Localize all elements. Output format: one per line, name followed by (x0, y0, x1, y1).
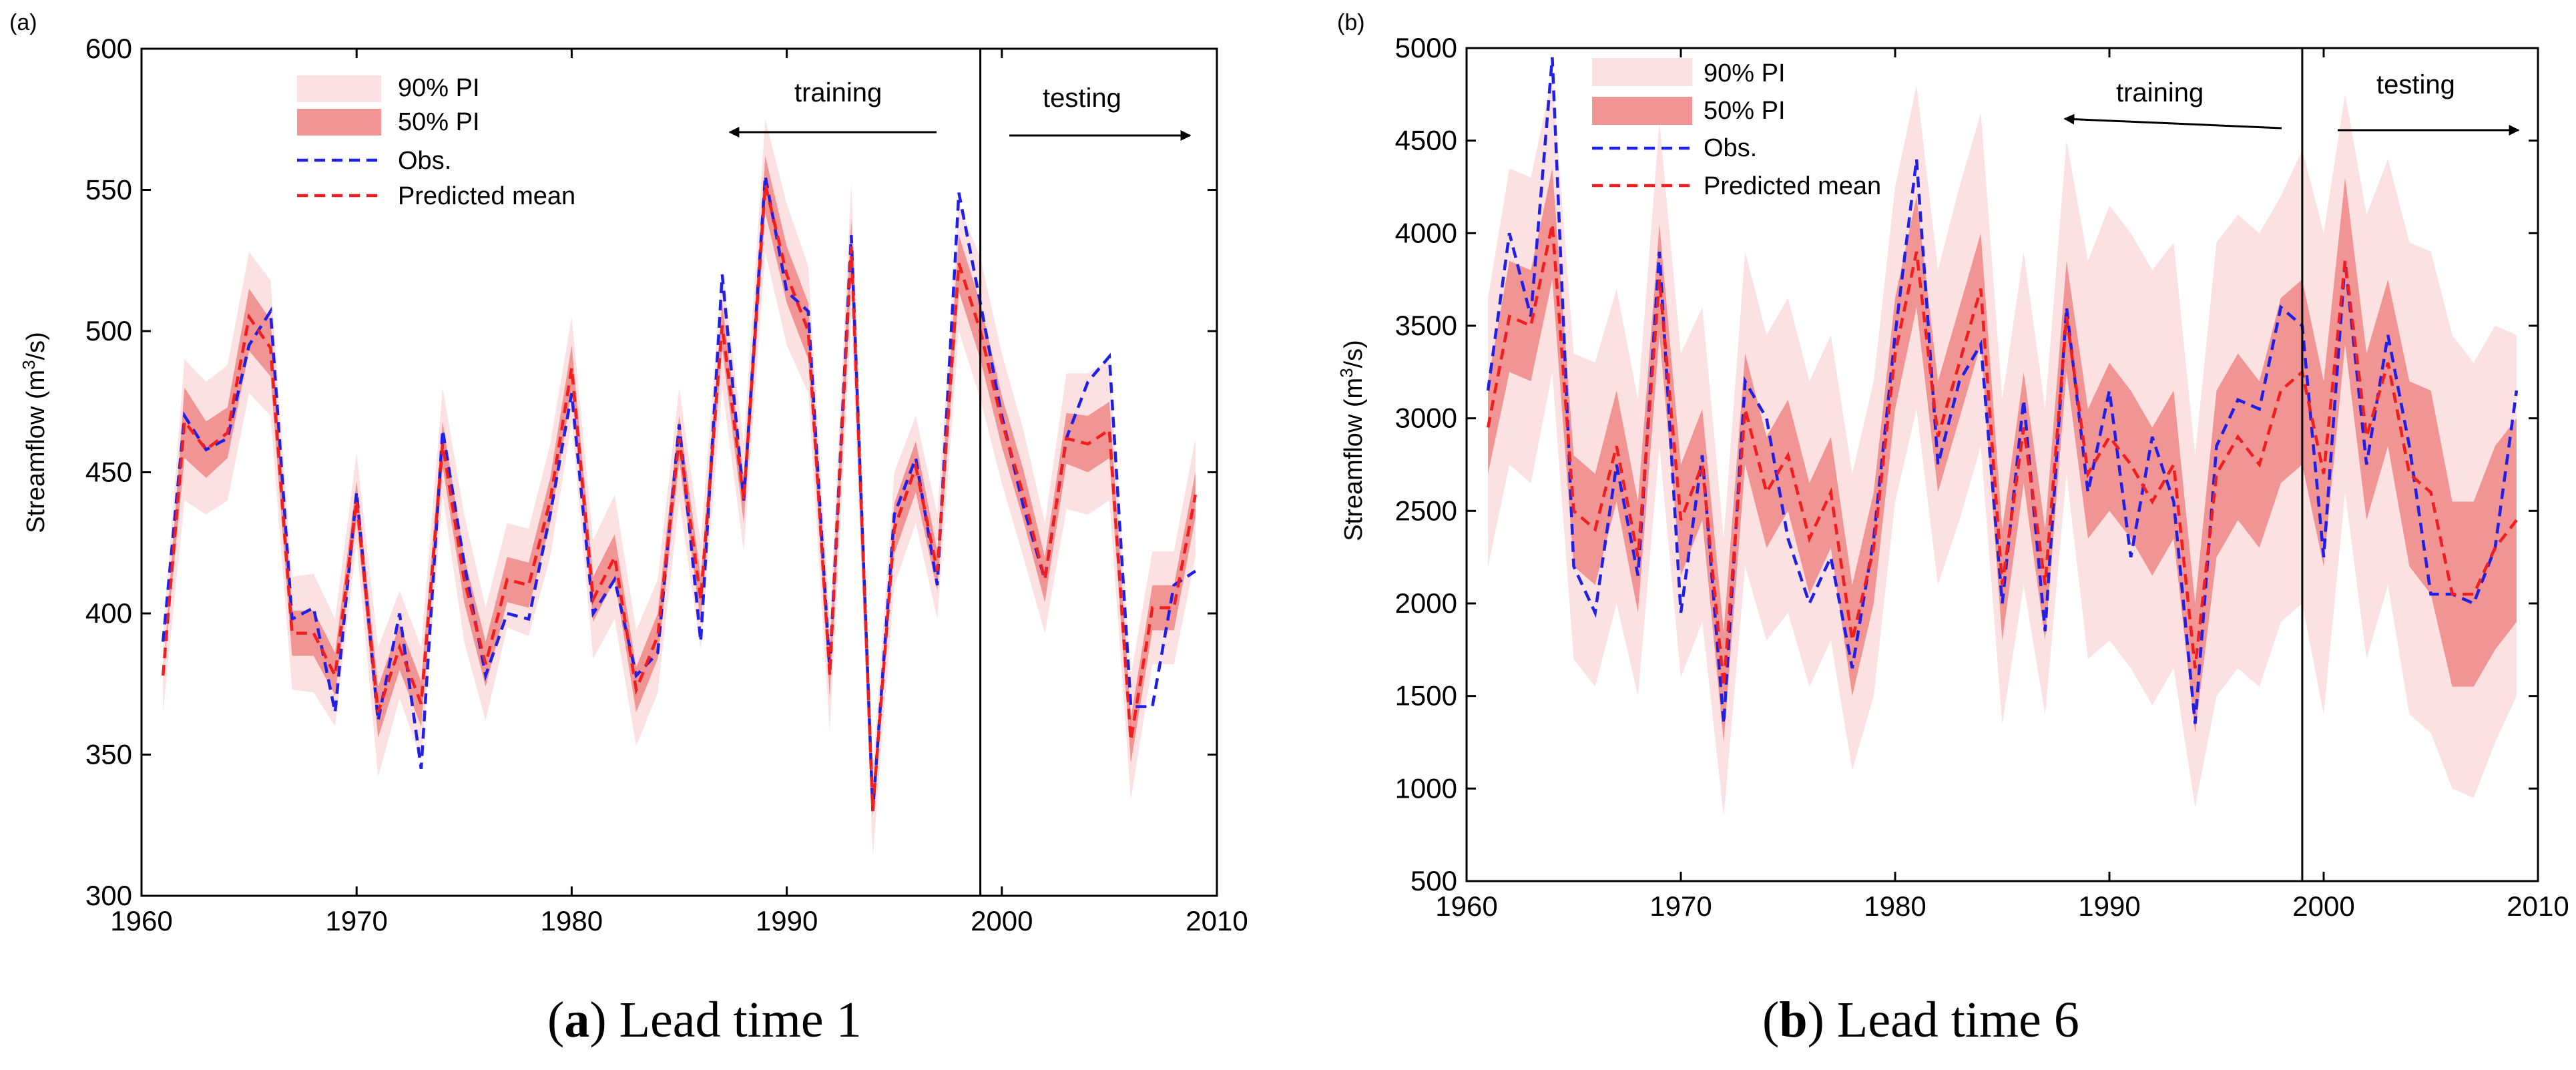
y-tick-label-a: 500 (85, 315, 132, 346)
y-ticks-a: 300 350 400 450 500 550 600 (85, 33, 1217, 911)
obs-line-b (1486, 57, 2519, 724)
testing-label-a: testing (1043, 83, 1121, 113)
training-label-a: training (794, 78, 882, 107)
figure-canvas: 300 350 400 450 500 550 600 1960 1970 1980 1990 20… (9, 10, 2569, 937)
y-axis-label-a: Streamflow (m3/s) (19, 332, 50, 533)
y-tick-label-b: 3500 (1395, 310, 1457, 341)
caption-b: (b) Lead time 6 (1762, 992, 2079, 1048)
training-label-b: training (2116, 78, 2204, 107)
x-tick-label-a: 1980 (541, 905, 603, 937)
legend-label-obs-b: Obs. (1704, 134, 1757, 162)
x-tick-label-b: 1960 (1435, 890, 1497, 922)
caption-a-letter: a (564, 992, 590, 1048)
legend-swatch-pi50-a (297, 109, 381, 136)
y-tick-label-a: 550 (85, 174, 132, 206)
legend-label-pi90-a: 90% PI (398, 74, 480, 102)
legend-swatch-pi50-b (1592, 97, 1692, 125)
legend-label-pred-b: Predicted mean (1704, 172, 1881, 200)
legend-label-pi90-b: 90% PI (1704, 59, 1786, 87)
plot-frame-b (1465, 47, 2539, 882)
legend-label-pi50-b: 50% PI (1704, 97, 1786, 125)
x-tick-label-b: 2010 (2507, 890, 2569, 922)
legend-label-pi50-a: 50% PI (398, 108, 480, 136)
pred-line-b (1486, 224, 2518, 688)
x-tick-label-a: 1970 (325, 905, 387, 937)
y-tick-label-b: 3000 (1395, 403, 1457, 434)
legend-swatch-pi90-b (1592, 58, 1692, 86)
y-tick-label-b: 1000 (1395, 772, 1457, 804)
panel-label-a: (a) (9, 10, 37, 35)
pred-line-a (161, 184, 1198, 812)
chart-panel-a: 300 350 400 450 500 550 600 1960 1970 1980 1990 20… (9, 10, 1248, 937)
panel-label-b: (b) (1337, 10, 1365, 35)
y-tick-label-a: 350 (85, 739, 132, 770)
x-ticks-a: 1960 1970 1980 1990 2000 2010 (110, 49, 1248, 937)
x-ticks-b: 1960 1970 1980 1990 2000 2010 (1435, 48, 2569, 922)
y-ticks-b: 500 1000 1500 2000 2500 3000 3500 4000 4500 5000 (1395, 32, 2538, 896)
y-tick-label-b: 2500 (1395, 495, 1457, 526)
x-tick-label-b: 1990 (2078, 890, 2140, 922)
y-tick-label-a: 300 (85, 880, 132, 911)
pi90-band-b (1488, 75, 2517, 816)
y-tick-label-a: 450 (85, 457, 132, 488)
pi50-band-b (1488, 168, 2517, 743)
legend-label-obs-a: Obs. (398, 147, 451, 175)
testing-label-b: testing (2376, 70, 2455, 99)
y-tick-label-b: 4000 (1395, 217, 1457, 248)
pi90-band-a (163, 119, 1196, 856)
y-tick-label-a: 600 (85, 33, 132, 64)
caption-a: (a) Lead time 1 (547, 992, 862, 1048)
caption-b-text: Lead time 6 (1836, 992, 2079, 1048)
x-tick-label-a: 2010 (1186, 905, 1248, 937)
legend-label-pred-a: Predicted mean (398, 182, 575, 210)
legend-b: 90% PI 50% PI Obs. Predicted mean (1592, 58, 1881, 200)
y-tick-label-b: 1500 (1395, 680, 1457, 712)
x-tick-label-b: 2000 (2292, 890, 2354, 922)
annotations-b: training testing (2063, 70, 2520, 136)
y-tick-label-b: 5000 (1395, 32, 1457, 63)
training-arrow-b (2063, 113, 2282, 129)
y-axis-label-b: Streamflow (m3/s) (1336, 340, 1368, 541)
y-tick-label-a: 400 (85, 597, 132, 629)
annotations-a: training testing (728, 78, 1192, 141)
caption-b-letter: b (1779, 992, 1808, 1048)
obs-line-a (161, 175, 1197, 812)
caption-a-text: Lead time 1 (619, 992, 862, 1048)
legend-swatch-pi90-a (297, 75, 381, 102)
x-tick-label-b: 1970 (1649, 890, 1712, 922)
x-tick-label-b: 1980 (1864, 890, 1926, 922)
legend-a: 90% PI 50% PI Obs. Predicted mean (297, 74, 575, 210)
x-tick-label-a: 1990 (756, 905, 818, 937)
chart-panel-b: 500100015002000250030003500400045005000 … (1336, 10, 2569, 922)
y-tick-label-b: 4500 (1395, 125, 1457, 156)
x-tick-label-a: 1960 (110, 905, 172, 937)
y-tick-label-b: 500 (1410, 865, 1457, 896)
y-tick-label-b: 2000 (1395, 587, 1457, 619)
x-tick-label-a: 2000 (971, 905, 1033, 937)
